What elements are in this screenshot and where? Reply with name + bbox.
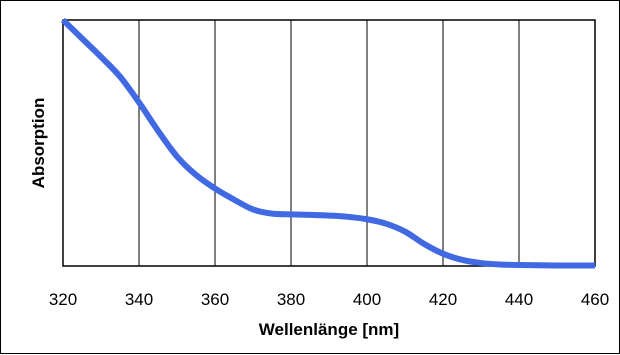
- x-tick-label-420: 420: [429, 290, 457, 309]
- x-tick-label-360: 360: [201, 290, 229, 309]
- x-tick-label-440: 440: [505, 290, 533, 309]
- x-tick-labels: 320 340 360 380 400 420 440 460: [49, 290, 609, 309]
- plot-area: [62, 19, 596, 267]
- x-axis-title: Wellenlänge [nm]: [259, 320, 399, 339]
- x-tick-label-460: 460: [581, 290, 609, 309]
- y-axis-title: Absorption: [29, 98, 48, 189]
- series-line-0: [60, 17, 595, 269]
- series-layer: [60, 17, 595, 269]
- x-tick-label-380: 380: [277, 290, 305, 309]
- x-tick-label-400: 400: [353, 290, 381, 309]
- grid: [138, 20, 520, 266]
- x-tick-label-340: 340: [125, 290, 153, 309]
- x-tick-label-320: 320: [49, 290, 77, 309]
